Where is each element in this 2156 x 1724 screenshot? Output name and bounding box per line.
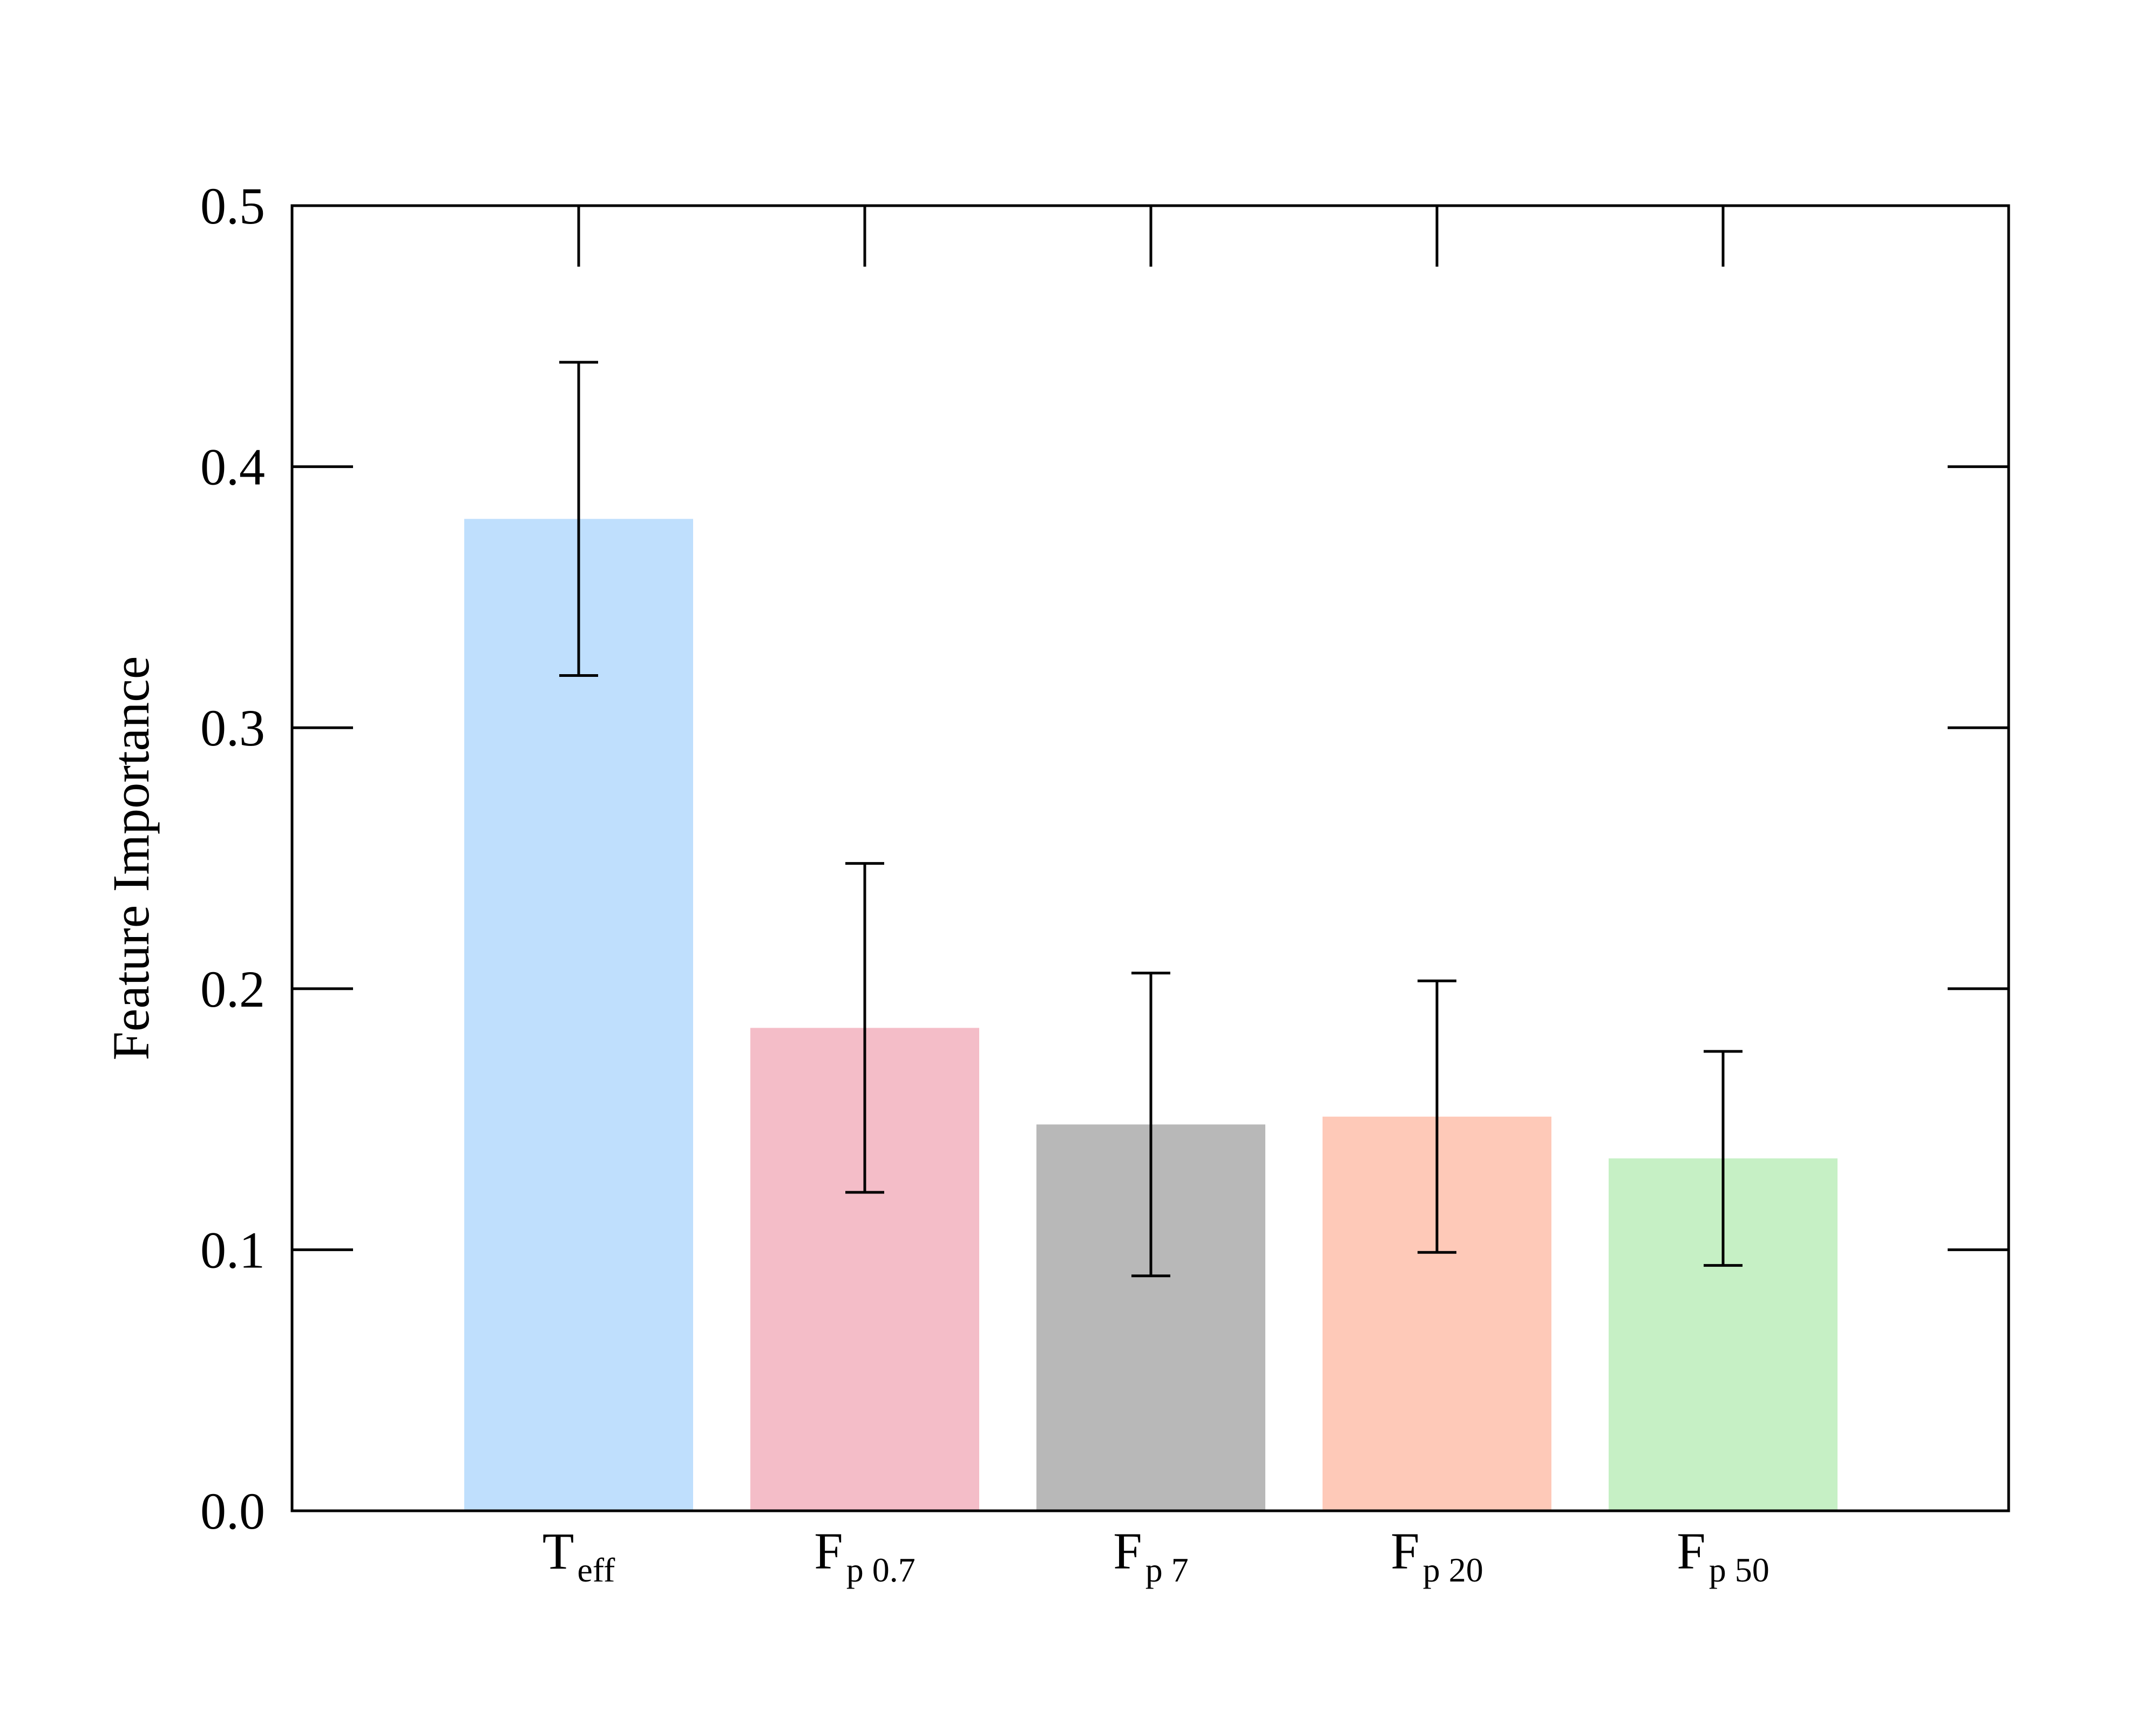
x-tick-label-3: Fp 20 (1391, 1522, 1483, 1589)
x-tick-label-main: T (543, 1522, 574, 1580)
x-tick-label-4: Fp 50 (1677, 1522, 1769, 1589)
x-tick-label-1: Fp 0.7 (814, 1522, 915, 1589)
error-bar-3 (1418, 979, 1456, 1254)
x-tick-label-2: Fp 7 (1113, 1522, 1188, 1589)
y-tick-label: 0.5 (200, 177, 265, 235)
y-tick-label: 0.1 (200, 1221, 265, 1279)
x-tick-label-main: F (1677, 1522, 1705, 1580)
x-tick-label-sub: p 7 (1145, 1551, 1189, 1589)
x-tick-label-main: F (1113, 1522, 1142, 1580)
y-tick-label: 0.0 (200, 1482, 265, 1540)
x-tick-label-sub: p 20 (1423, 1551, 1483, 1589)
error-bar-4 (1704, 1050, 1743, 1267)
bar-0 (464, 519, 693, 1511)
y-tick-label: 0.3 (200, 699, 265, 757)
x-tick-label-sub: p 50 (1709, 1551, 1769, 1589)
x-tick-label-main: F (1391, 1522, 1419, 1580)
y-tick-label: 0.2 (200, 960, 265, 1018)
ticks-layer (292, 204, 2009, 1512)
error-bar-1 (845, 862, 884, 1194)
y-axis-title: Feature Importance (102, 656, 160, 1061)
error-bars-layer (559, 361, 1743, 1278)
y-tick-label: 0.4 (200, 438, 265, 496)
x-tick-label-sub: eff (577, 1551, 615, 1589)
x-tick-label-0: Teff (543, 1522, 615, 1589)
x-tick-label-sub: p 0.7 (846, 1551, 916, 1589)
error-bar-0 (559, 361, 598, 677)
error-bar-2 (1131, 972, 1170, 1278)
x-tick-label-main: F (814, 1522, 843, 1580)
